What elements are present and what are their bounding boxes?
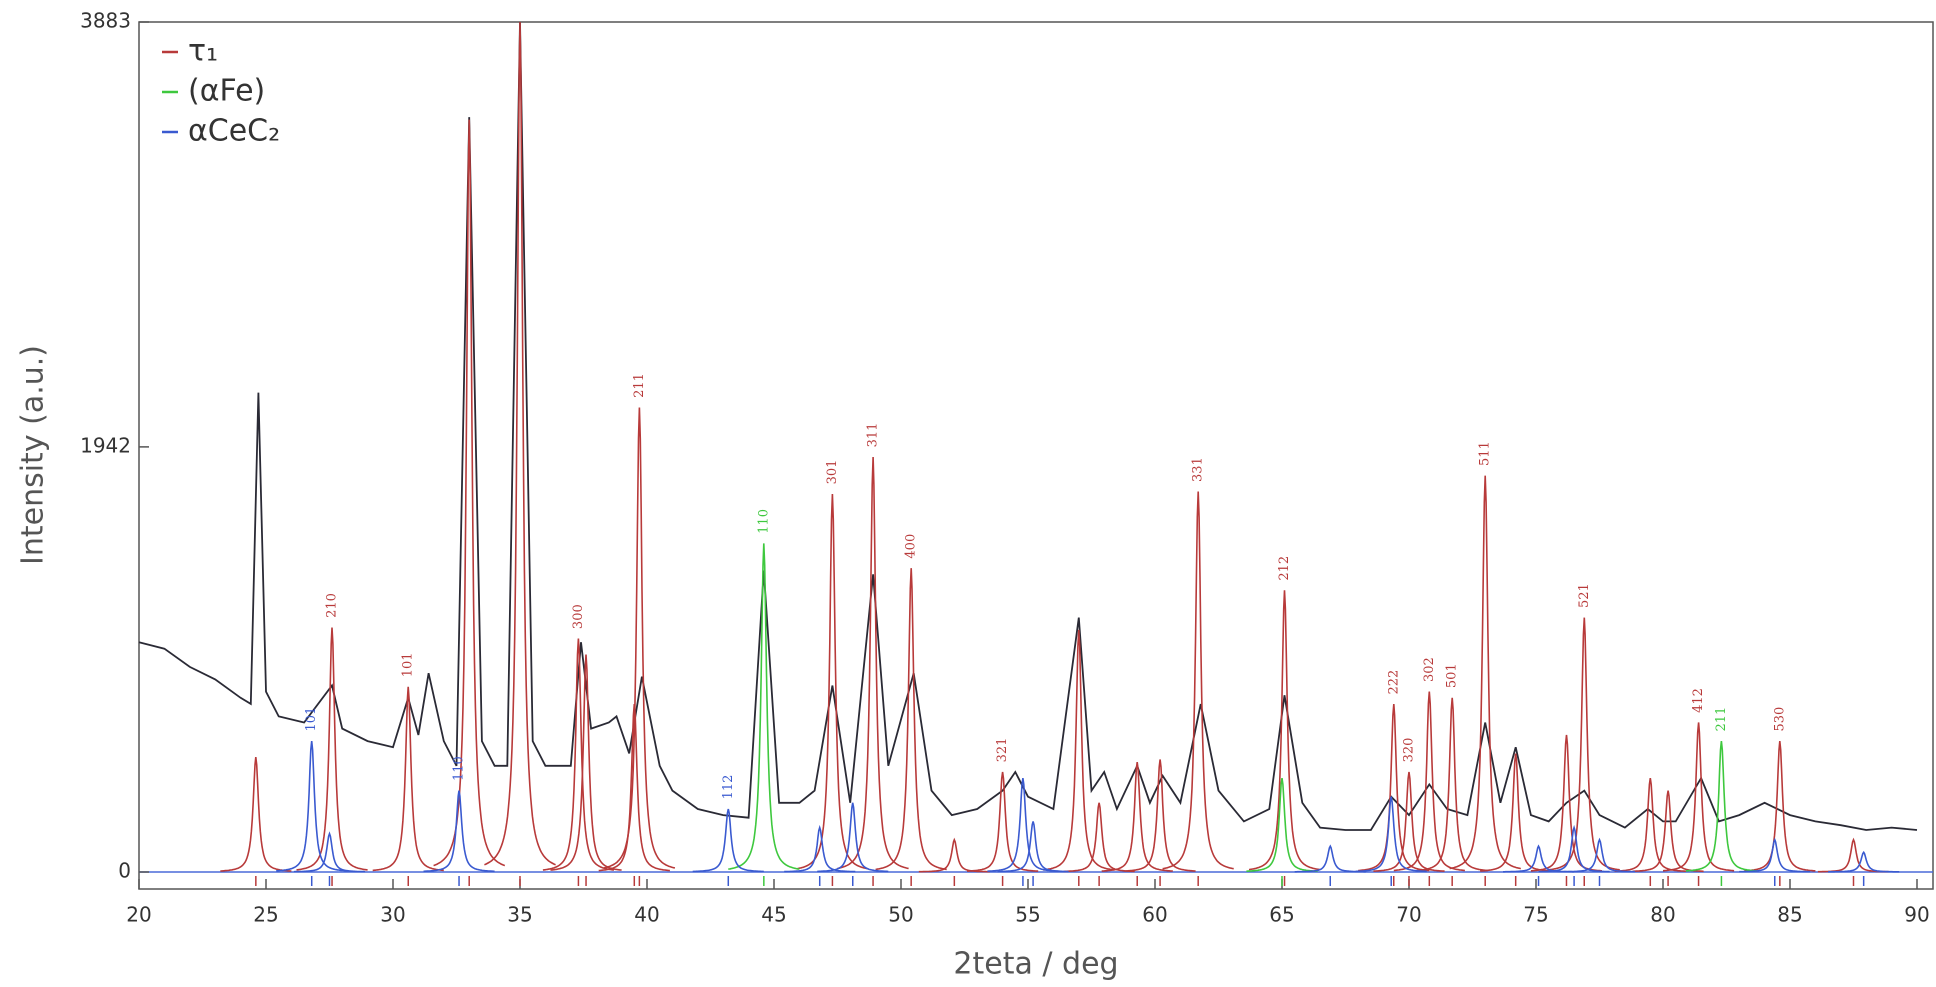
x-tick-label: 20 (126, 903, 151, 927)
hkl-label: 211 (632, 373, 647, 398)
calc-peak (692, 808, 764, 873)
calc-peak (1538, 824, 1610, 873)
calc-peak (837, 456, 909, 870)
hkl-label: 302 (1422, 657, 1437, 682)
calc-peak (1416, 697, 1488, 872)
hkl-label: 101 (304, 707, 319, 732)
calc-peak (1449, 475, 1521, 870)
x-tick-label: 35 (507, 903, 532, 927)
hkl-label: 112 (721, 775, 736, 800)
calc-peak (1043, 629, 1115, 871)
calc-peak (550, 654, 622, 871)
x-tick-label: 55 (1015, 903, 1040, 927)
hkl-label: 412 (1691, 688, 1706, 713)
x-tick-label: 60 (1142, 903, 1167, 927)
calc-peak (997, 821, 1069, 873)
calc-peak (1101, 762, 1173, 872)
calc-peak (1124, 759, 1196, 872)
y-tick-label: 1942 (80, 433, 131, 457)
calc-peak (293, 831, 366, 873)
x-tick-label: 90 (1904, 903, 1929, 927)
calc-peak (1248, 590, 1321, 871)
hkl-label: 501 (1445, 663, 1460, 688)
hkl-label: 110 (452, 756, 467, 781)
calc-peak (875, 568, 947, 871)
calc-peak (1685, 741, 1758, 872)
legend-label: τ₁ (188, 34, 218, 69)
calc-peak (1563, 837, 1636, 873)
hkl-label: 511 (1478, 441, 1493, 466)
calc-peak (1503, 844, 1575, 873)
calc-peak (220, 757, 292, 872)
calc-peak (1358, 704, 1430, 872)
hkl-label: 210 (325, 593, 340, 618)
calc-peak (1744, 741, 1816, 872)
calc-peak (1294, 844, 1366, 873)
hkl-label: 301 (825, 460, 840, 485)
calc-peak (1817, 837, 1890, 873)
calc-peak (603, 407, 676, 869)
x-tick-label: 80 (1650, 903, 1675, 927)
calc-peak (296, 627, 368, 871)
calc-peak (796, 493, 869, 870)
x-tick-label: 45 (761, 903, 786, 927)
plot-frame (138, 21, 1934, 890)
hkl-label: 211 (1714, 707, 1729, 732)
hkl-label: 311 (866, 423, 881, 448)
x-tick-label: 25 (253, 903, 278, 927)
calc-peak (1828, 850, 1900, 873)
calc-peak (484, 21, 556, 866)
x-tick-label: 70 (1396, 903, 1421, 927)
calc-peak (1663, 722, 1735, 872)
hkl-label: 222 (1386, 670, 1401, 695)
x-tick-label: 50 (888, 903, 913, 927)
calc-peak (1373, 771, 1445, 872)
hkl-label: 400 (904, 534, 919, 559)
calc-peak (433, 119, 506, 867)
x-axis-title: 2teta / deg (953, 947, 1118, 982)
y-tick-label: 3883 (80, 9, 131, 33)
x-tick-label: 30 (380, 903, 405, 927)
x-tick-label: 40 (634, 903, 659, 927)
hkl-label: 320 (1402, 738, 1417, 763)
calc-peak (728, 543, 800, 870)
calc-peak (1355, 796, 1427, 873)
hkl-label: 212 (1277, 556, 1292, 581)
calc-peak (967, 771, 1039, 872)
legend-label: αCeC₂ (188, 114, 280, 149)
hkl-label: 300 (571, 604, 586, 629)
calc-peak (423, 790, 495, 873)
x-tick-label: 85 (1777, 903, 1802, 927)
calc-peak (276, 741, 348, 872)
measured-line (138, 21, 1918, 831)
hkl-label: 331 (1191, 457, 1206, 482)
hkl-label: 101 (401, 652, 416, 677)
calc-peak (1246, 777, 1318, 872)
legend-label: (αFe) (188, 74, 265, 109)
y-axis-title: Intensity (a.u.) (16, 345, 51, 565)
calc-peak (918, 837, 990, 873)
calc-peak (817, 802, 889, 873)
hkl-label: 321 (995, 738, 1010, 763)
calc-peak (1162, 491, 1234, 870)
x-tick-label: 65 (1269, 903, 1294, 927)
calc-peak (1614, 777, 1686, 872)
hkl-label: 530 (1772, 707, 1787, 732)
calc-peak (987, 777, 1059, 872)
hkl-label: 110 (756, 509, 771, 534)
calc-peak (1548, 617, 1620, 871)
calc-peak (372, 686, 444, 872)
calc-peak (1739, 837, 1811, 873)
calc-peak (784, 824, 856, 873)
hkl-label: 521 (1577, 583, 1592, 608)
calc-peak (542, 638, 615, 871)
calc-peak (1063, 802, 1135, 873)
x-tick-label: 75 (1523, 903, 1548, 927)
y-tick-label: 0 (118, 859, 131, 883)
